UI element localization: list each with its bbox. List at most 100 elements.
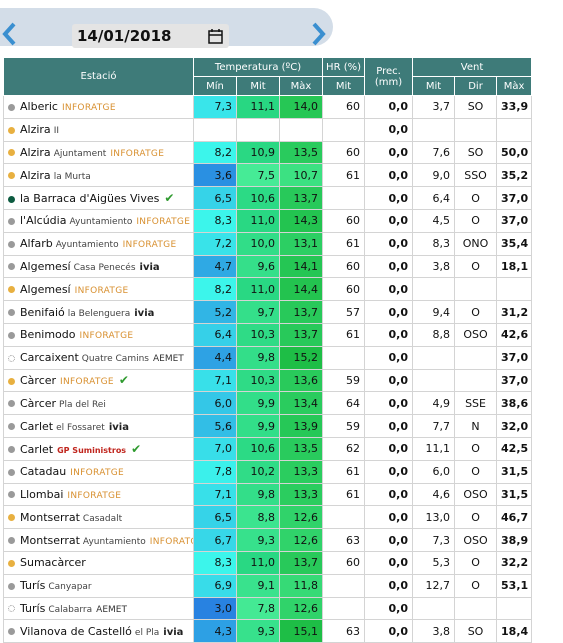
data-cell: 3,8 xyxy=(412,619,456,643)
data-cell: 15,2 xyxy=(278,345,324,370)
data-cell: O xyxy=(454,505,498,530)
station-cell: Llombai INFORATGE xyxy=(3,482,194,507)
data-cell xyxy=(322,596,366,621)
data-cell: 0,0 xyxy=(364,95,414,119)
station-cell: Alzira II xyxy=(3,117,194,142)
station-cell: Benimodo INFORATGE xyxy=(3,322,194,347)
data-cell: 59 xyxy=(322,368,366,393)
data-cell: 0,0 xyxy=(364,459,414,484)
station-row: Carlet GP Suministros ✔ 7,0 10,6 13,5 62 0,0 11,… xyxy=(3,436,533,461)
data-cell: 13,5 xyxy=(278,140,324,165)
station-sub: la Belenguera xyxy=(67,308,131,319)
data-cell: O xyxy=(454,186,498,210)
data-cell: 9,8 xyxy=(236,482,280,507)
data-cell: O xyxy=(454,573,498,598)
data-cell xyxy=(412,117,456,142)
station-cell: Catadau INFORATGE xyxy=(3,459,194,484)
header-cell: Prec. (mm) xyxy=(364,57,414,96)
data-cell: 13,7 xyxy=(278,186,324,210)
network-tag: GP Suministros xyxy=(57,445,127,455)
data-cell: 6,0 xyxy=(193,391,237,416)
data-cell: 8,8 xyxy=(412,322,456,347)
data-cell: 7,5 xyxy=(236,163,280,188)
status-dot xyxy=(8,400,15,408)
station-sub: Ayuntamiento xyxy=(69,217,133,228)
data-cell: SSE xyxy=(454,391,498,416)
station-name: Carcaixent xyxy=(20,351,79,365)
station-cell: Càrcer INFORATGE ✔ xyxy=(3,368,194,393)
data-cell: 31,5 xyxy=(496,482,533,507)
station-row: Algemesí INFORATGE 8,2 11,0 14,4 60 0,0 xyxy=(3,277,533,302)
status-dot xyxy=(8,309,15,317)
data-cell: 6,7 xyxy=(193,528,237,552)
data-cell: 61 xyxy=(322,322,366,347)
header-cell: Mit xyxy=(236,76,280,96)
station-row: Alzira II 0,0 xyxy=(3,117,533,142)
data-cell: 0,0 xyxy=(364,414,414,438)
data-cell: 61 xyxy=(322,163,366,188)
check-icon: ✔ xyxy=(164,191,175,206)
station-cell: Algemesí Casa Penecés ivia xyxy=(3,254,194,279)
data-cell: 9,7 xyxy=(236,300,280,324)
data-cell: 0,0 xyxy=(364,300,414,324)
station-cell: Benifaió la Belenguera ivia xyxy=(3,300,194,324)
data-cell: 4,4 xyxy=(193,345,237,370)
header-cell: Temperatura (ºC) xyxy=(192,57,324,77)
station-name: Alzira xyxy=(20,145,51,159)
network-tag: ivia xyxy=(108,421,129,433)
data-cell: 10,0 xyxy=(236,231,280,256)
data-cell: 0,0 xyxy=(364,231,414,256)
data-cell: 37,0 xyxy=(496,208,533,233)
station-row: Alberic INFORATGE 7,3 11,1 14,0 60 0,0 3,7 SO 33,… xyxy=(3,95,533,119)
data-cell: O xyxy=(454,459,498,484)
data-cell: 8,3 xyxy=(193,208,237,233)
data-cell: 6,9 xyxy=(193,573,237,598)
data-cell: 61 xyxy=(322,231,366,256)
data-cell: 4,7 xyxy=(193,254,237,279)
next-arrow[interactable] xyxy=(312,22,326,46)
status-dot xyxy=(8,491,15,499)
station-name: Sumacàrcer xyxy=(20,556,86,570)
date-input[interactable]: 14/01/2018 xyxy=(72,24,229,48)
station-cell: Alzira Ajuntament INFORATGE xyxy=(3,140,194,165)
network-tag: ivia xyxy=(139,261,160,273)
station-name: Càrcer xyxy=(20,396,57,410)
data-cell xyxy=(454,117,498,142)
station-row: Vilanova de Castelló el Pla ivia 4,3 9,3 15,1… xyxy=(3,619,533,643)
station-cell: Càrcer Pla del Rei xyxy=(3,391,194,416)
data-cell: 13,9 xyxy=(278,414,324,438)
data-cell: 6,5 xyxy=(193,186,237,210)
data-cell xyxy=(322,186,366,210)
data-cell: 7,7 xyxy=(412,414,456,438)
data-cell: ONO xyxy=(454,231,498,256)
data-cell: 42,5 xyxy=(496,436,533,461)
station-row: Benifaió la Belenguera ivia 5,2 9,7 13,7 57 0,0… xyxy=(3,300,533,324)
station-row: Algemesí Casa Penecés ivia 4,7 9,6 14,1 60 0,0 3… xyxy=(3,254,533,279)
data-cell: 18,1 xyxy=(496,254,533,279)
station-cell: Turís Canyapar xyxy=(3,573,194,598)
status-dot xyxy=(8,240,15,248)
network-tag: INFORATGE xyxy=(122,240,177,251)
network-tag: INFORATGE xyxy=(79,331,134,342)
prev-arrow[interactable] xyxy=(2,22,16,46)
station-name: Llombai xyxy=(20,487,64,501)
data-cell: 60 xyxy=(322,95,366,119)
data-cell: 13,3 xyxy=(278,459,324,484)
data-cell: 3,6 xyxy=(193,163,237,188)
data-cell: 0,0 xyxy=(364,186,414,210)
calendar-icon[interactable] xyxy=(208,28,223,44)
station-cell: Vilanova de Castelló el Pla ivia xyxy=(3,619,194,643)
data-cell: 31,5 xyxy=(496,459,533,484)
data-cell: 57 xyxy=(322,300,366,324)
station-name: Benifaió xyxy=(20,305,65,319)
station-row: Turís Canyapar 6,9 9,1 11,8 0,0 12,7 O 53,1 xyxy=(3,573,533,598)
data-cell: 9,1 xyxy=(236,573,280,598)
station-row: Alzira la Murta 3,6 7,5 10,7 61 0,0 9,0 SSO 35,2 xyxy=(3,163,533,188)
station-cell: Carcaixent Quatre Camins AEMET xyxy=(3,345,194,370)
status-dot xyxy=(8,582,15,590)
data-cell xyxy=(412,277,456,302)
data-cell xyxy=(496,596,533,621)
data-cell: 15,1 xyxy=(278,619,324,643)
station-cell: Algemesí INFORATGE xyxy=(3,277,194,302)
data-cell: 3,0 xyxy=(193,596,237,621)
